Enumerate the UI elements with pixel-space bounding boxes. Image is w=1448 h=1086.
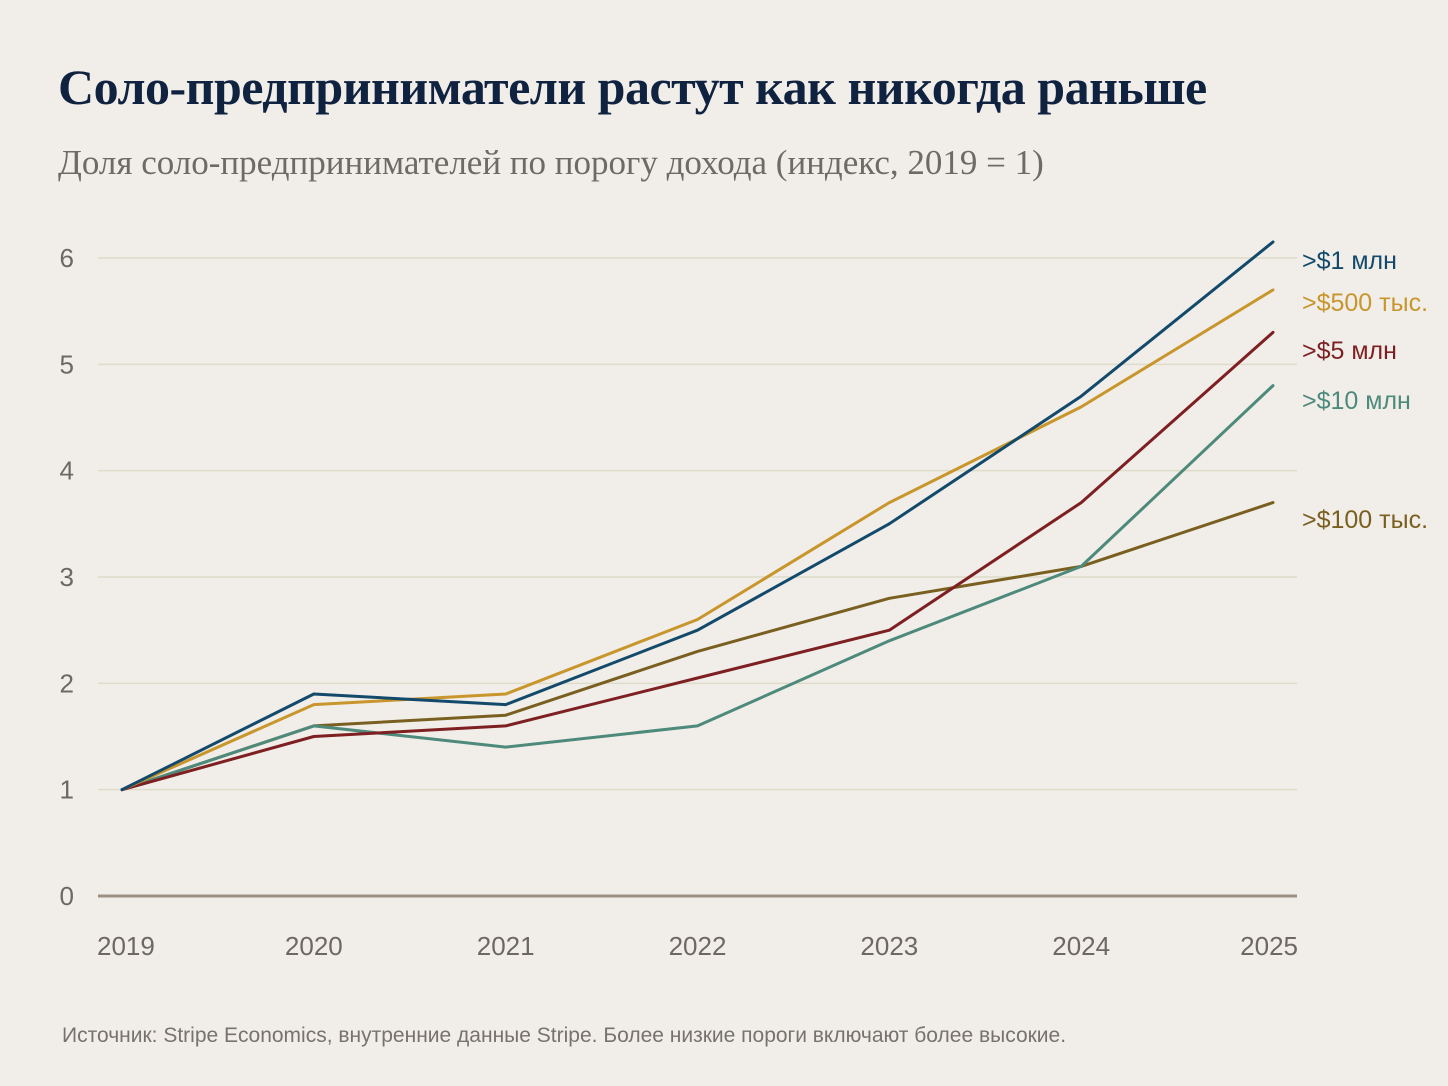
x-axis-ticks: 2019 2020 2021 2022 2023 2024 2025 [97, 931, 1298, 961]
series-line [120, 384, 1275, 792]
y-tick-label: 3 [60, 562, 74, 592]
y-tick-label: 6 [60, 243, 74, 273]
x-tick-label: 2020 [285, 931, 343, 961]
series-line [120, 330, 1275, 792]
chart-subtitle: Доля соло-предпринимателей по порогу дох… [58, 143, 1044, 182]
series-label: >$500 тыс. [1302, 289, 1428, 317]
series-line [120, 501, 1275, 792]
series-label: >$1 млн [1302, 247, 1397, 275]
y-tick-label: 4 [60, 456, 74, 486]
x-tick-label: 2022 [669, 931, 727, 961]
series-label: >$100 тыс. [1302, 506, 1428, 534]
grid-lines [98, 257, 1297, 898]
y-tick-label: 0 [60, 881, 74, 911]
y-axis-ticks: 0 1 2 3 4 5 6 [60, 243, 74, 911]
y-tick-label: 2 [60, 668, 74, 698]
series-lines [120, 240, 1275, 792]
x-tick-label: 2021 [477, 931, 535, 961]
series-label: >$5 млн [1302, 337, 1397, 365]
x-tick-label: 2024 [1052, 931, 1110, 961]
series-line [120, 288, 1275, 792]
y-tick-label: 5 [60, 349, 74, 379]
chart-title: Соло-предприниматели растут как никогда … [58, 59, 1207, 115]
x-tick-label: 2023 [860, 931, 918, 961]
series-label: >$10 млн [1302, 387, 1411, 415]
series-line [120, 240, 1275, 792]
x-tick-label: 2025 [1240, 931, 1298, 961]
x-tick-label: 2019 [97, 931, 155, 961]
y-tick-label: 1 [60, 775, 74, 805]
series-labels: >$1 млн >$500 тыс. >$5 млн >$10 млн >$100 ты… [1302, 247, 1428, 534]
source-note: Источник: Stripe Economics, внутренние д… [62, 1024, 1067, 1047]
